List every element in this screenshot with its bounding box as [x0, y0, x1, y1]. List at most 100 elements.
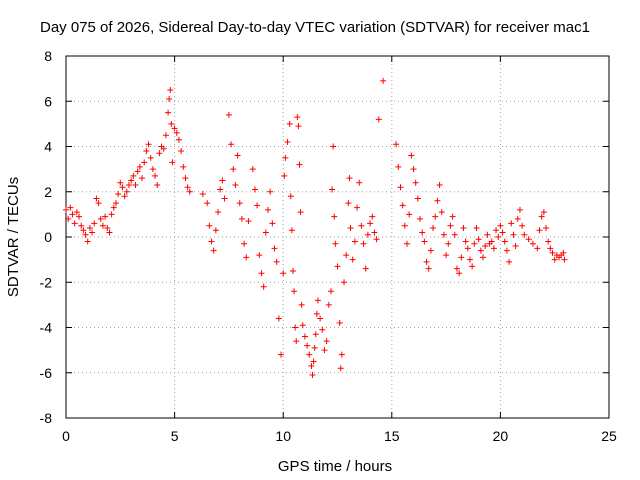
data-point	[80, 227, 87, 234]
data-point	[281, 172, 288, 179]
data-point	[436, 181, 443, 188]
data-point	[156, 150, 163, 157]
data-point	[458, 254, 465, 261]
data-point	[337, 365, 344, 372]
data-point	[273, 258, 280, 265]
data-point	[293, 338, 300, 345]
data-point	[306, 351, 313, 358]
data-point	[162, 132, 169, 139]
data-point	[417, 215, 424, 222]
data-point	[95, 200, 102, 207]
data-point	[258, 270, 265, 277]
x-tick-labels: 0 5 10 15 20 25	[62, 428, 617, 444]
data-point	[464, 245, 471, 252]
data-point	[427, 247, 434, 254]
data-point	[117, 179, 124, 186]
y-axis-label: SDTVAR / TECUs	[5, 177, 22, 297]
data-point	[143, 148, 150, 155]
data-point	[228, 141, 235, 148]
y-tick-label: -6	[40, 365, 53, 381]
data-point	[251, 186, 258, 193]
data-point	[317, 315, 324, 322]
data-point	[364, 231, 371, 238]
x-tick-label: 5	[171, 428, 179, 444]
data-point	[288, 227, 295, 234]
data-point	[286, 120, 293, 127]
data-point	[149, 166, 156, 173]
data-point	[136, 163, 143, 170]
data-point	[130, 172, 137, 179]
data-point	[128, 177, 135, 184]
data-point	[430, 224, 437, 231]
data-point	[217, 186, 224, 193]
data-point	[421, 238, 428, 245]
data-point	[260, 283, 267, 290]
data-point	[97, 215, 104, 222]
data-point	[167, 86, 174, 93]
data-point	[343, 252, 350, 259]
data-point	[456, 270, 463, 277]
data-point	[360, 240, 367, 247]
data-point	[332, 240, 339, 247]
data-point	[121, 193, 128, 200]
data-point	[275, 315, 282, 322]
data-point	[134, 168, 141, 175]
data-point	[449, 213, 456, 220]
data-point	[225, 111, 232, 118]
y-tick-label: 6	[44, 93, 52, 109]
data-points	[63, 77, 568, 379]
data-point	[178, 148, 185, 155]
data-point	[510, 231, 517, 238]
data-point	[93, 195, 100, 202]
data-point	[380, 77, 387, 84]
data-point	[291, 288, 298, 295]
data-point	[182, 175, 189, 182]
data-point	[323, 338, 330, 345]
data-point	[560, 249, 567, 256]
data-point	[63, 206, 69, 213]
data-point	[477, 247, 484, 254]
y-tick-label: 2	[44, 184, 52, 200]
data-point	[294, 114, 301, 121]
data-point	[334, 263, 341, 270]
data-point	[375, 116, 382, 123]
data-point	[469, 263, 476, 270]
data-point	[503, 247, 510, 254]
data-point	[369, 213, 376, 220]
data-point	[356, 179, 363, 186]
data-point	[538, 213, 545, 220]
x-tick-label: 25	[601, 428, 617, 444]
data-point	[493, 227, 500, 234]
data-point	[91, 220, 98, 227]
data-point	[347, 224, 354, 231]
data-point	[410, 166, 417, 173]
data-point	[425, 265, 432, 272]
data-point	[399, 202, 406, 209]
data-point	[125, 181, 132, 188]
data-point	[514, 215, 521, 222]
data-point	[331, 213, 338, 220]
data-point	[341, 279, 348, 286]
data-point	[490, 245, 497, 252]
data-point	[99, 222, 106, 229]
data-point	[345, 200, 352, 207]
chart-title: Day 075 of 2026, Sidereal Day-to-day VTE…	[40, 19, 590, 36]
data-point	[536, 227, 543, 234]
data-point	[495, 234, 502, 240]
data-point	[540, 209, 547, 216]
data-point	[440, 231, 447, 238]
data-point	[295, 123, 302, 130]
data-point	[367, 220, 374, 227]
data-point	[284, 138, 291, 145]
data-point	[256, 252, 263, 259]
data-point	[443, 252, 450, 259]
data-point	[325, 301, 332, 308]
y-tick-label: 8	[44, 48, 52, 64]
data-point	[484, 231, 491, 238]
data-point	[204, 200, 211, 207]
y-tick-label: 4	[44, 139, 52, 155]
data-point	[82, 231, 89, 238]
data-point	[292, 324, 299, 331]
data-point	[234, 152, 241, 159]
data-point	[336, 319, 343, 326]
